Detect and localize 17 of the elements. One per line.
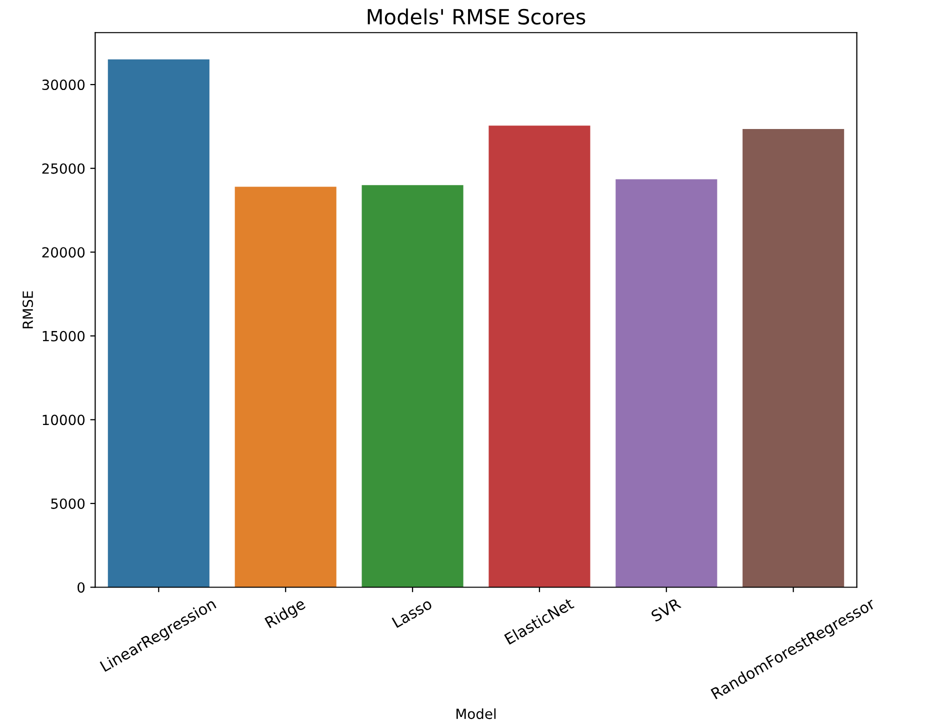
bar (488, 126, 590, 588)
bar (108, 59, 210, 588)
chart-title: Models' RMSE Scores (368, 8, 586, 25)
bar (742, 128, 844, 588)
x-axis-title: Model (456, 708, 496, 720)
y-axis-title: RMSE (22, 291, 34, 328)
y-tick-label: 15000 (42, 330, 85, 342)
y-tick-label: 0 (78, 582, 85, 593)
y-tick-label: 20000 (42, 247, 85, 258)
y-tick-label: 30000 (42, 80, 85, 90)
y-tick-label: 5000 (51, 498, 85, 509)
y-tick-label: 10000 (42, 414, 85, 426)
y-tick-label: 25000 (42, 163, 85, 174)
x-tick-label: SVR (650, 597, 682, 622)
bar (234, 186, 336, 588)
bar (616, 179, 718, 588)
bar (362, 185, 464, 588)
